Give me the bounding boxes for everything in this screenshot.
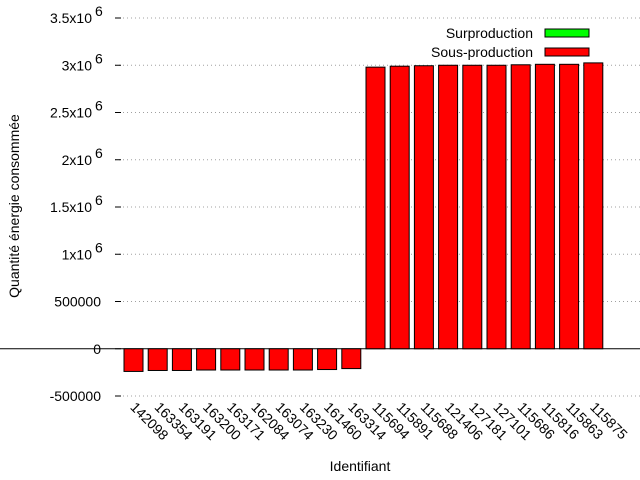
bar-142098 — [123, 348, 144, 372]
y-tick-label: 2.5x10 — [50, 105, 92, 121]
bar-115863 — [559, 63, 580, 350]
y-tick-label: 500000 — [54, 294, 101, 310]
legend-label-surproduction: Surproduction — [446, 25, 533, 41]
y-tick-mantissa: 3x10 — [62, 57, 93, 73]
y-axis-title: Quantité énergie consommée — [6, 114, 22, 298]
y-tick-mantissa: 500000 — [54, 294, 101, 310]
bar-163314 — [341, 348, 362, 370]
y-tick-exponent: 6 — [95, 50, 103, 66]
bar-163200 — [196, 348, 217, 371]
y-tick-exponent: 6 — [95, 239, 103, 255]
y-tick-label: 1x10 — [62, 246, 93, 262]
bar-127101 — [486, 64, 507, 350]
y-tick-exponent: 6 — [95, 192, 103, 208]
legend-swatch-sous-production — [544, 47, 590, 57]
y-tick-exponent: 6 — [95, 98, 103, 114]
y-tick-label: 1.5x10 — [50, 199, 92, 215]
x-tick-labels: 1420981633541631911632001631711620841630… — [127, 399, 631, 443]
y-tick-exponent: 6 — [95, 145, 103, 161]
legend-swatch-surproduction — [544, 28, 590, 38]
bar-163171 — [220, 348, 241, 371]
bar-163354 — [147, 348, 168, 371]
y-tick-label: 3.5x10 — [50, 10, 92, 26]
bars — [123, 62, 604, 372]
bar-115694 — [365, 66, 386, 350]
bar-115891 — [389, 65, 410, 350]
y-tick-mantissa: 2x10 — [62, 152, 93, 168]
bar-162084 — [244, 348, 265, 371]
bar-163230 — [292, 348, 313, 371]
bar-115875 — [583, 62, 604, 350]
y-tick-mantissa: 0 — [93, 341, 101, 357]
y-tick-mantissa: -500000 — [50, 388, 102, 404]
bar-115816 — [534, 63, 555, 350]
bar-115686 — [510, 64, 531, 350]
legend-label-sous-production: Sous-production — [431, 44, 533, 60]
y-tick-mantissa: 3.5x10 — [50, 10, 92, 26]
x-axis-title: Identifiant — [330, 458, 391, 474]
bar-163074 — [268, 348, 289, 371]
bar-163191 — [171, 348, 192, 371]
y-tick-mantissa: 1x10 — [62, 246, 93, 262]
bar-161460 — [317, 348, 338, 371]
bar-115688 — [413, 65, 434, 350]
y-tick-label: 0 — [93, 341, 101, 357]
bar-121406 — [438, 64, 459, 350]
y-tick-exponent: 6 — [95, 3, 103, 19]
bar-127181 — [462, 64, 483, 350]
legend: Surproduction Sous-production — [431, 25, 590, 60]
y-tick-label: 3x10 — [62, 57, 93, 73]
y-tick-mantissa: 1.5x10 — [50, 199, 92, 215]
y-tick-label: 2x10 — [62, 152, 93, 168]
y-tick-mantissa: 2.5x10 — [50, 105, 92, 121]
y-tick-label: -500000 — [50, 388, 102, 404]
